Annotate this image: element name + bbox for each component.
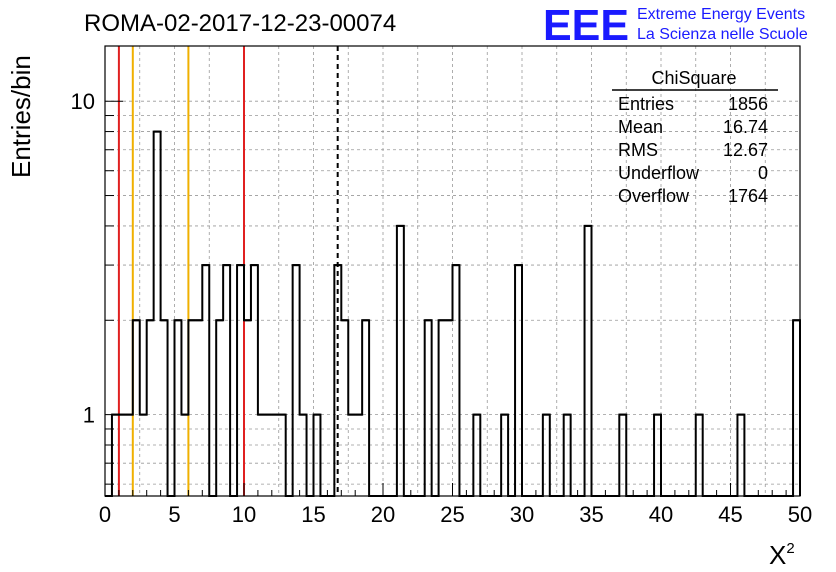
eee-logo: EEE Extreme Energy Events La Scienza nel…: [543, 1, 808, 50]
stats-value-overflow: 1764: [728, 186, 768, 206]
x-axis-label: X2: [769, 540, 795, 570]
x-tick-label: 10: [232, 502, 256, 527]
chart-title: ROMA-02-2017-12-23-00074: [84, 10, 396, 37]
x-axis-label-superscript: 2: [786, 540, 794, 557]
eee-logo-letters: EEE: [543, 1, 629, 50]
stats-label-entries: Entries: [618, 94, 674, 114]
axis-ticks: 0 5 10 15 20 25 30 35 40 45 50 1 10: [71, 89, 813, 527]
stats-label-mean: Mean: [618, 117, 663, 137]
x-tick-label: 40: [649, 502, 673, 527]
stats-value-mean: 16.74: [723, 117, 768, 137]
x-tick-label: 5: [168, 502, 180, 527]
histogram: [105, 130, 801, 497]
x-tick-label: 45: [718, 502, 742, 527]
stats-value-rms: 12.67: [723, 140, 768, 160]
x-tick-label: 30: [510, 502, 534, 527]
stats-label-overflow: Overflow: [618, 186, 690, 206]
stats-box: ChiSquare Entries 1856 Mean 16.74 RMS 12…: [612, 68, 778, 206]
x-tick-label: 25: [440, 502, 464, 527]
y-tick-label: 1: [83, 403, 95, 428]
y-tick-label: 10: [71, 89, 95, 114]
eee-logo-line1: Extreme Energy Events: [637, 6, 805, 23]
stats-label-rms: RMS: [618, 140, 658, 160]
x-tick-label: 20: [371, 502, 395, 527]
stats-title: ChiSquare: [651, 68, 736, 88]
eee-logo-line2: La Scienza nelle Scuole: [637, 26, 808, 43]
stats-label-underflow: Underflow: [618, 163, 700, 183]
y-axis-label: Entries/bin: [6, 55, 36, 178]
stats-value-underflow: 0: [758, 163, 768, 183]
x-axis-label-base: X: [769, 540, 786, 570]
x-tick-label: 50: [788, 502, 812, 527]
stats-value-entries: 1856: [728, 94, 768, 114]
x-tick-label: 15: [301, 502, 325, 527]
x-tick-label: 35: [579, 502, 603, 527]
reference-lines: [117, 46, 339, 496]
x-tick-label: 0: [99, 502, 111, 527]
